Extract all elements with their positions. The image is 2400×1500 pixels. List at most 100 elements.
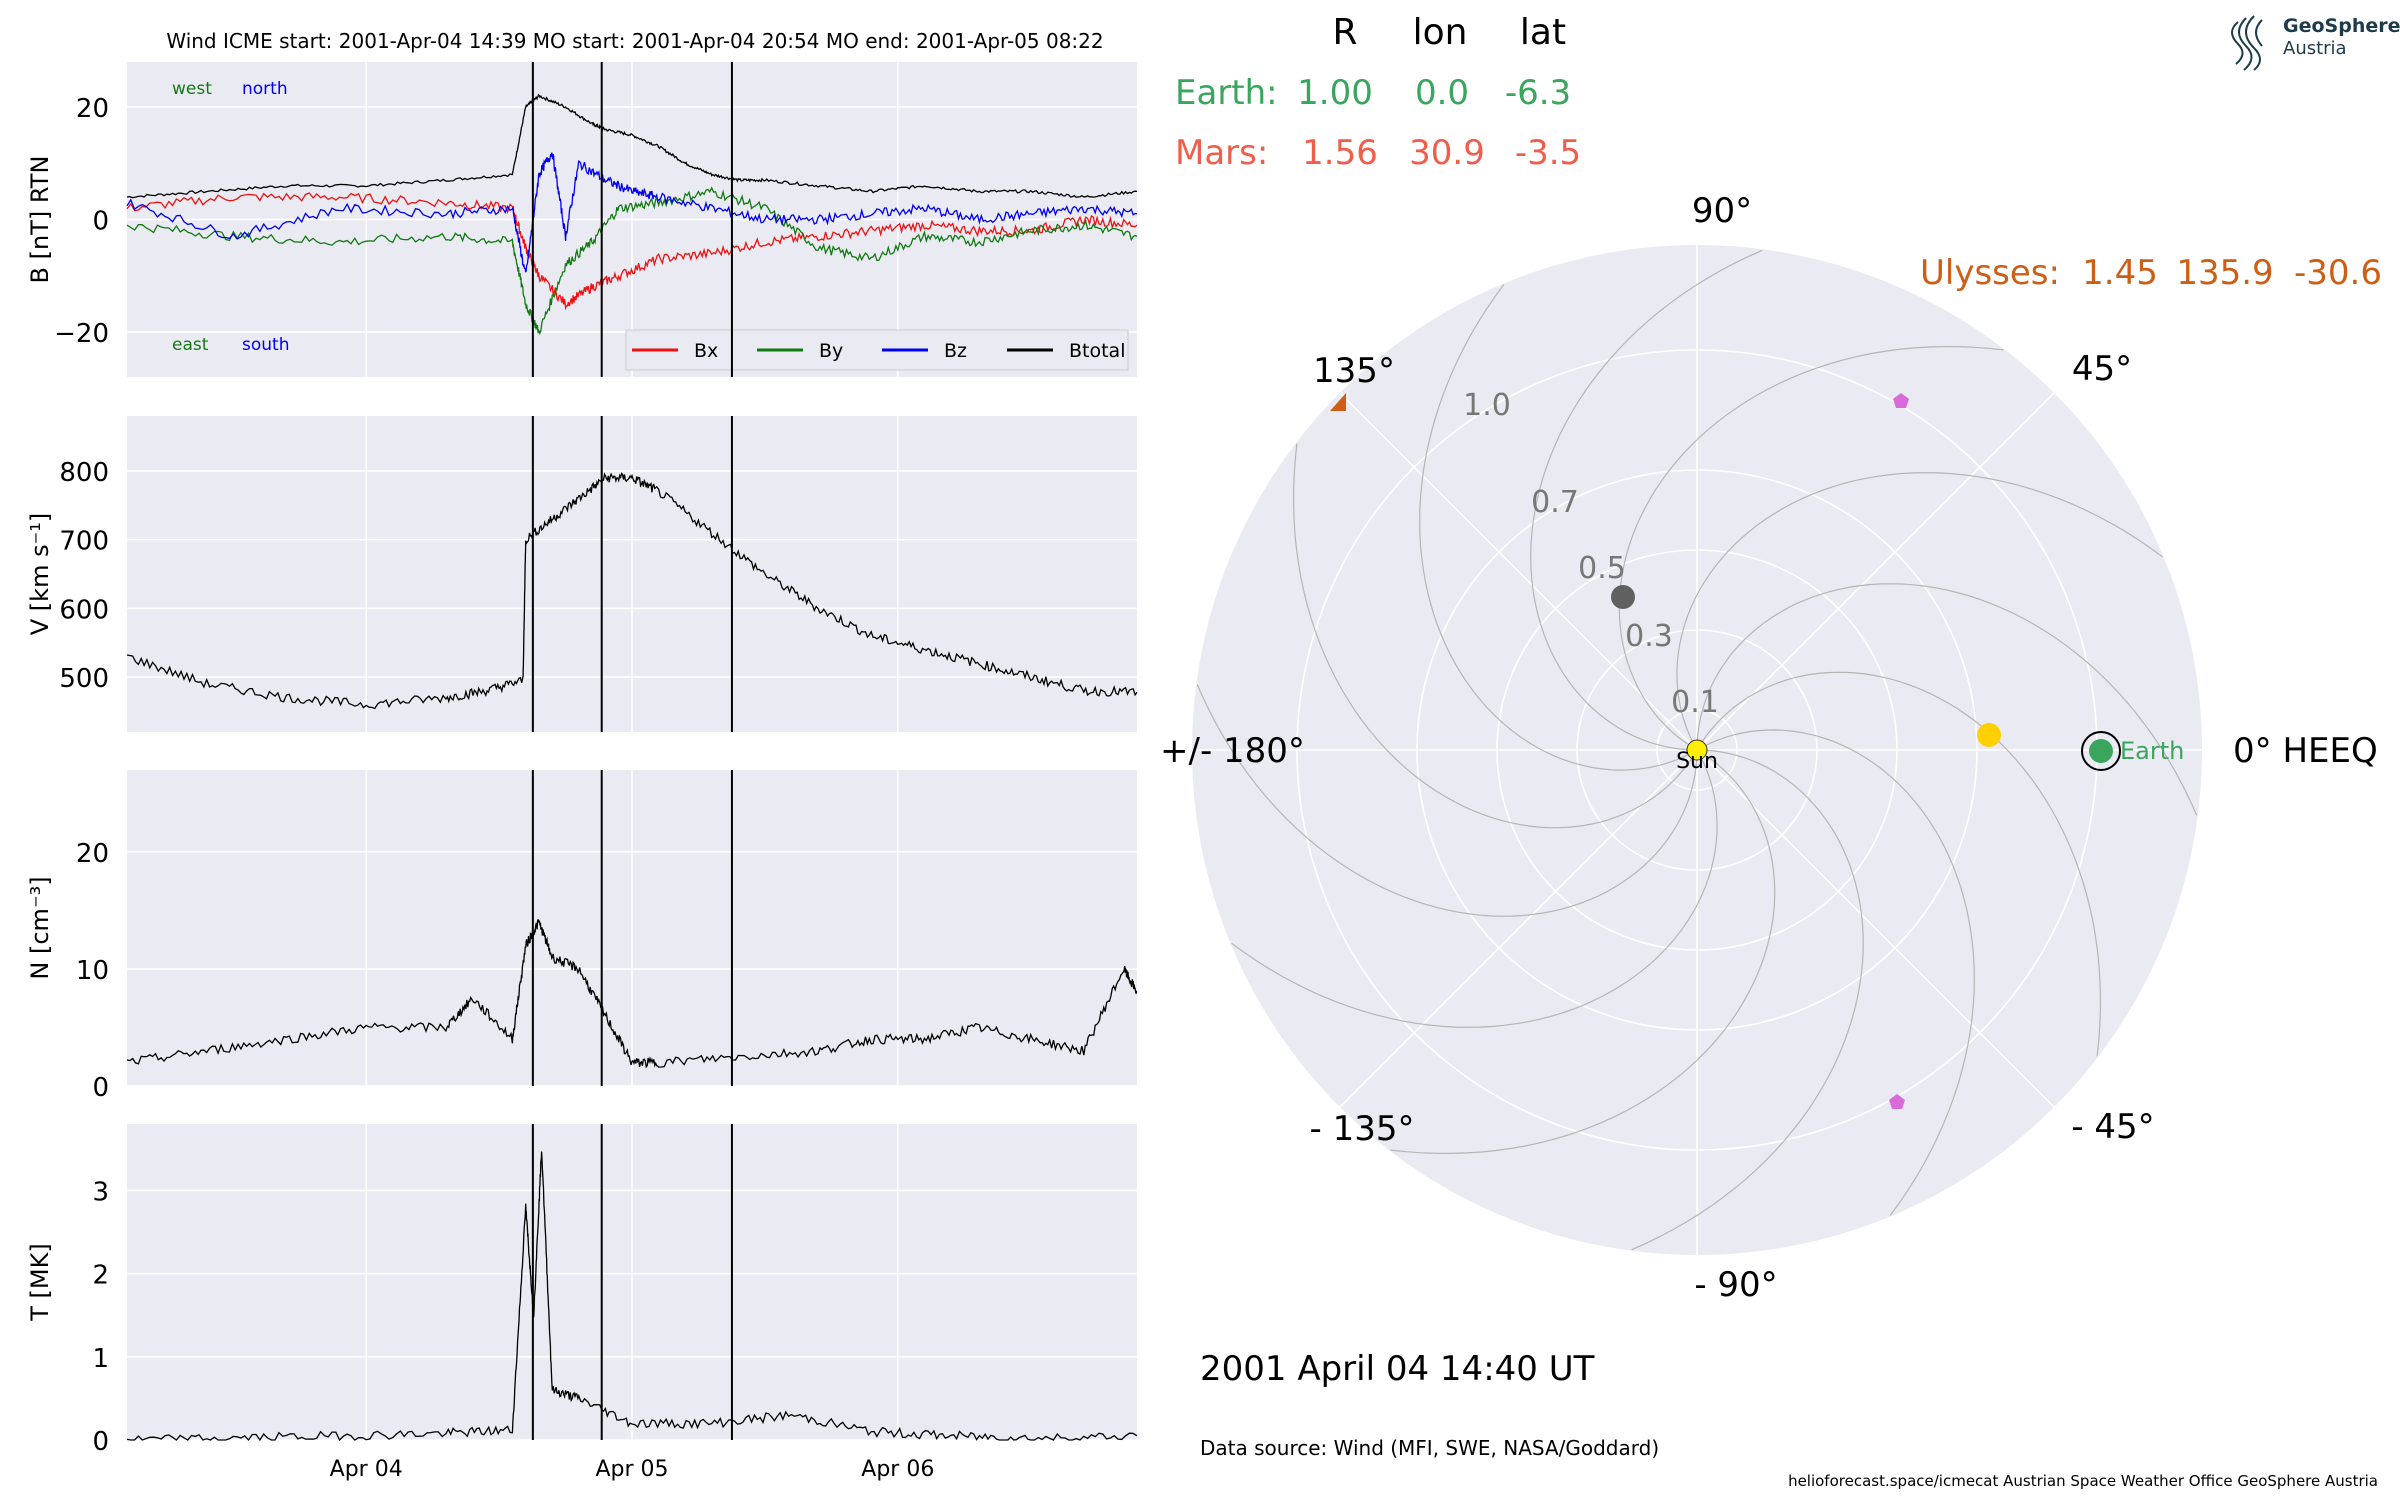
panel-1: 800 700 600 500 V [km s⁻¹] <box>26 416 1138 732</box>
legend-label-Btotal: Btotal <box>1069 340 1125 362</box>
parker-spiral <box>1293 443 1698 829</box>
data-source-text: Data source: Wind (MFI, SWE, NASA/Goddar… <box>1200 1436 1659 1460</box>
y-tick-label: 20 <box>76 839 109 869</box>
parker-spiral <box>1530 249 1763 751</box>
sun-label: Sun <box>1676 749 1718 774</box>
ulysses-lat: -30.6 <box>2294 253 2382 293</box>
logo-line2: Austria <box>2283 38 2347 59</box>
parker-spiral <box>1696 729 1975 1216</box>
radial-label-0.5: 0.5 <box>1578 551 1626 586</box>
swirl-icon <box>2231 15 2263 71</box>
series-line-Bx <box>126 192 1138 311</box>
angle-label-0: 0° HEEQ <box>2233 731 2378 771</box>
mars-row-lat: -3.5 <box>1515 133 1581 173</box>
pentagon-marker-upper <box>1893 393 1909 408</box>
y-tick-label: 800 <box>59 458 109 488</box>
y-tick-label: 500 <box>59 664 109 694</box>
table-head-lat: lat <box>1520 12 1566 53</box>
date-text: 2001 April 04 14:40 UT <box>1200 1349 1595 1389</box>
panel-0: 20 0 −20 B [nT] RTN west north east south Bx By Bz… <box>26 62 1138 377</box>
angular-gridline <box>1696 392 2055 751</box>
mars-row-name: Mars: <box>1175 133 1268 173</box>
y-tick-label: 3 <box>92 1178 109 1208</box>
legend: Bx By Bz Btotal <box>625 329 1129 371</box>
geosphere-logo: GeoSphere Austria <box>2231 15 2400 71</box>
earth-row-r: 1.00 <box>1297 73 1373 113</box>
polar-plot: 90° 45° 0° HEEQ - 45° - 90° - 135° +/- 1… <box>1160 191 2378 1305</box>
parker-spiral <box>1196 684 1698 917</box>
panel-3: 3 2 1 0 T [MK] <box>26 1124 1138 1457</box>
angle-label-135: 135° <box>1313 351 1395 391</box>
legend-label-By: By <box>819 340 843 362</box>
logo-line1: GeoSphere <box>2283 15 2400 37</box>
angle-label-m135: - 135° <box>1310 1109 1415 1149</box>
y-axis-label: V [km s⁻¹] <box>26 513 54 635</box>
ulysses-marker <box>1330 393 1346 411</box>
radial-label-0.3: 0.3 <box>1625 619 1673 654</box>
parker-spiral <box>1696 583 2198 816</box>
parker-spiral <box>1231 749 1718 1028</box>
angular-gridline <box>1339 392 1698 751</box>
radial-label-0.1: 0.1 <box>1671 685 1719 720</box>
y-axis-label: B [nT] RTN <box>26 156 54 284</box>
y-tick-label: 1 <box>92 1344 109 1374</box>
parker-spirals <box>1196 249 2198 1251</box>
credits-text: helioforecast.space/icmecat Austrian Spa… <box>1788 1472 2378 1490</box>
series-line-N <box>126 919 1138 1069</box>
series-line-Bz <box>126 152 1138 273</box>
angle-label-90: 90° <box>1692 191 1752 231</box>
sun-marker <box>1686 739 1708 761</box>
corner-label-east: east <box>172 335 209 355</box>
header-text: Wind ICME start: 2001-Apr-04 14:39 MO st… <box>166 29 1103 53</box>
y-tick-label: −20 <box>54 319 109 349</box>
x-tick-label: Apr 05 <box>595 1457 668 1482</box>
earth-marker <box>2089 739 2113 763</box>
y-tick-label: 0 <box>92 207 109 237</box>
ulysses-label: Ulysses: 1.45 135.9 -30.6 <box>1920 253 2382 293</box>
legend-label-Bx: Bx <box>694 340 718 362</box>
angle-label-m90: - 90° <box>1694 1265 1777 1305</box>
mercury-marker <box>1611 585 1635 609</box>
parker-spiral <box>1390 749 1776 1154</box>
y-tick-label: 0 <box>92 1427 109 1457</box>
parker-spiral <box>1676 472 2163 751</box>
event-lines <box>531 62 733 1440</box>
table-head-lon: lon <box>1413 12 1468 53</box>
venus-marker <box>1977 723 2001 747</box>
angle-label-180: +/- 180° <box>1160 731 1305 771</box>
series-line-V <box>126 472 1138 710</box>
pentagon-marker-lower <box>1889 1094 1905 1109</box>
parker-spiral <box>1631 749 1864 1251</box>
x-tick-label: Apr 04 <box>330 1457 403 1482</box>
y-tick-label: 20 <box>76 94 109 124</box>
angle-label-45: 45° <box>2072 349 2132 389</box>
ulysses-r: 1.45 <box>2082 253 2158 293</box>
series-line-Btotal <box>126 93 1138 199</box>
ulysses-lon: 135.9 <box>2176 253 2273 293</box>
table-head-r: R <box>1332 12 1357 53</box>
ulysses-name: Ulysses: <box>1920 253 2060 293</box>
radial-label-0.7: 0.7 <box>1531 485 1579 520</box>
y-tick-label: 2 <box>92 1261 109 1291</box>
earth-row-lon: 0.0 <box>1415 73 1469 113</box>
y-tick-label: 0 <box>92 1073 109 1103</box>
panel-2: 20 10 0 N [cm⁻³] <box>26 770 1138 1103</box>
corner-label-north: north <box>242 79 288 99</box>
polar-grid <box>1192 245 2202 1255</box>
x-tick-labels: Apr 04 Apr 05 Apr 06 <box>330 1457 935 1482</box>
angular-gridline <box>1339 749 1698 1108</box>
angle-label-m45: - 45° <box>2071 1107 2154 1147</box>
x-tick-label: Apr 06 <box>861 1457 934 1482</box>
corner-label-south: south <box>242 335 289 355</box>
angular-gridline <box>1696 749 2055 1108</box>
mars-row-lon: 30.9 <box>1409 133 1485 173</box>
legend-label-Bz: Bz <box>944 340 967 362</box>
y-tick-label: 10 <box>76 956 109 986</box>
series-line-T <box>126 1151 1138 1442</box>
earth-row-name: Earth: <box>1175 73 1278 113</box>
y-tick-label: 700 <box>59 527 109 557</box>
corner-label-west: west <box>172 79 212 99</box>
position-table: R lon lat Earth: 1.00 0.0 -6.3 Mars: 1.5… <box>1175 12 1581 173</box>
